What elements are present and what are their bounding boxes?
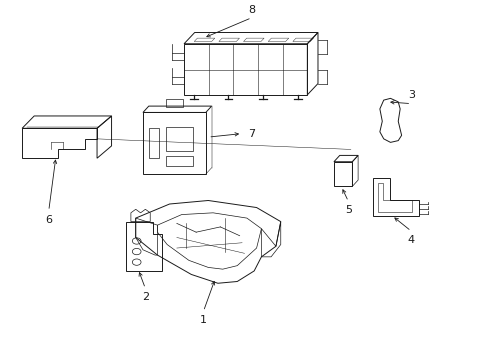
Bar bbox=[142, 112, 205, 174]
Text: 5: 5 bbox=[344, 205, 351, 215]
Text: 4: 4 bbox=[407, 235, 414, 245]
Text: 3: 3 bbox=[407, 90, 414, 100]
Bar bbox=[165, 99, 183, 107]
Text: 7: 7 bbox=[247, 129, 254, 139]
Bar bbox=[166, 156, 192, 166]
Text: 1: 1 bbox=[200, 315, 206, 325]
Text: 2: 2 bbox=[142, 292, 149, 302]
Text: 8: 8 bbox=[248, 5, 255, 15]
Text: 6: 6 bbox=[45, 215, 52, 225]
Bar bbox=[166, 127, 192, 151]
Bar bbox=[333, 162, 351, 186]
Bar bbox=[148, 128, 159, 158]
